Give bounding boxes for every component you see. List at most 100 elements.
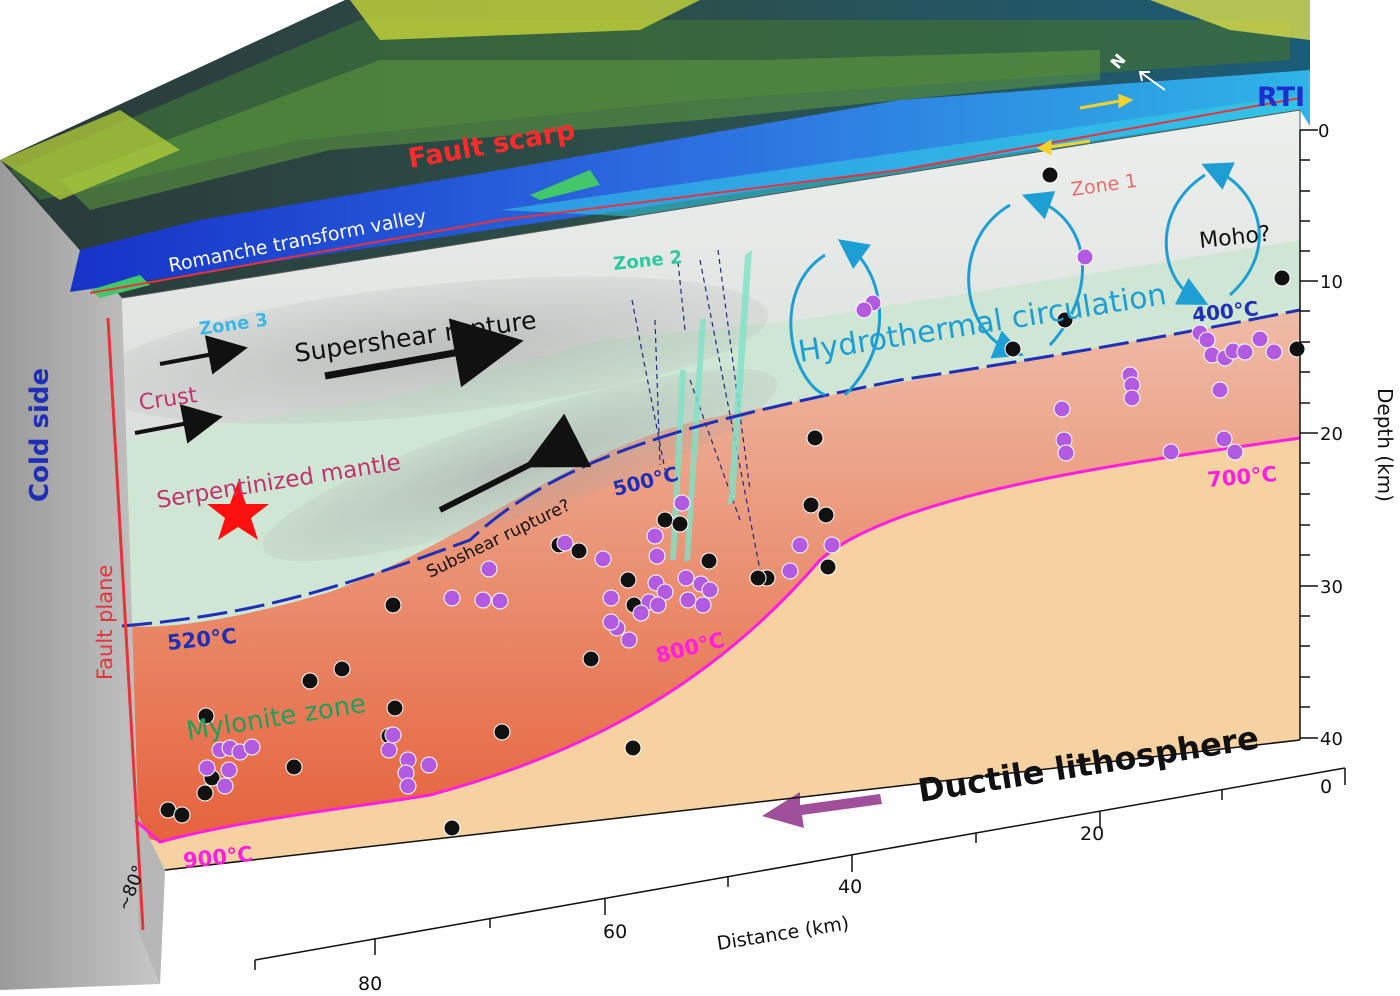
- hypocenter-purple: [673, 494, 691, 512]
- north-arrow-icon: [1138, 71, 1166, 91]
- hypocenter-black: [624, 739, 642, 757]
- subshear-zone: [262, 368, 778, 562]
- hypocenter-purple: [855, 301, 873, 319]
- depth-axis: [1299, 129, 1318, 740]
- hypocenter-black: [671, 515, 689, 533]
- hypocenter-purple: [679, 591, 697, 609]
- hypocenter-purple: [243, 738, 261, 756]
- fault-trace: [89, 97, 1301, 294]
- hypocenter-purple: [823, 536, 841, 554]
- hypocenter-purple: [216, 777, 234, 795]
- hypocenter-purple: [1162, 443, 1180, 461]
- distance-axis-label: Distance (km): [715, 912, 850, 955]
- zone2-faults: [631, 249, 761, 571]
- top-surface: [0, 0, 1310, 298]
- hypocenter-purple: [198, 759, 216, 777]
- supershear-arrow: [324, 318, 524, 388]
- isotherm-400-500-520: [121, 308, 1301, 628]
- hypocenter-purple: [694, 596, 712, 614]
- hypocenter-purple: [656, 583, 674, 601]
- hypocenter-purple: [443, 589, 461, 607]
- hypocenter-purple: [491, 592, 509, 610]
- fault-plane-label: Fault plane: [93, 565, 117, 680]
- hypocenter-purple: [632, 604, 650, 622]
- ductile-flow-arrow: [762, 792, 882, 828]
- hypocenter-black: [619, 571, 637, 589]
- earthquake-hypocenters: [159, 166, 1306, 837]
- top-motion-arrows: [1036, 93, 1134, 156]
- hypocenter-purple: [474, 591, 492, 609]
- hypocenter-purple: [380, 741, 398, 759]
- hypocenter-black: [817, 506, 835, 524]
- hypocenter-black: [197, 707, 215, 725]
- hypocenter-black: [1056, 311, 1074, 329]
- distance-tick-60: 60: [603, 921, 627, 943]
- hypocenter-black: [1273, 269, 1291, 287]
- isotherm-700-800-900: [134, 436, 1301, 844]
- fault-plane-line: [106, 317, 145, 931]
- hypocenter-purple: [384, 726, 402, 744]
- hypocenter-black: [173, 806, 191, 824]
- front-face: [122, 110, 1300, 870]
- hypocenter-black: [806, 429, 824, 447]
- distance-tick-40: 40: [838, 876, 862, 898]
- hypocenter-black: [443, 819, 461, 837]
- hypocenter-purple: [1123, 389, 1141, 407]
- hypocenter-purple: [220, 761, 238, 779]
- hypocenter-purple: [399, 777, 417, 795]
- hypocenter-black: [582, 650, 600, 668]
- hypocenter-purple: [1211, 381, 1229, 399]
- depth-tick-30: 30: [1320, 577, 1343, 598]
- hypocenter-purple: [1057, 444, 1075, 462]
- depth-tick-20: 20: [1320, 424, 1343, 445]
- hypocenter-purple: [1265, 343, 1283, 361]
- hypocenter-purple: [420, 756, 438, 774]
- hypocenter-purple: [1236, 343, 1254, 361]
- hypocenter-black: [196, 784, 214, 802]
- hypocenter-black: [285, 758, 303, 776]
- hypocenter-purple: [1076, 248, 1094, 266]
- depth-tick-0: 0: [1318, 121, 1329, 142]
- hypocenter-black: [493, 723, 511, 741]
- hypocenter-purple: [480, 560, 498, 578]
- hypocenter-black: [301, 672, 319, 690]
- hypocenter-purple: [1053, 400, 1071, 418]
- supershear-zone: [122, 276, 769, 424]
- distance-tick-20: 20: [1080, 823, 1104, 845]
- depth-axis-label: Depth (km): [1373, 388, 1397, 502]
- distance-tick-80: 80: [358, 973, 382, 991]
- hypocenter-purple: [648, 547, 666, 565]
- hypocenter-black: [570, 542, 588, 560]
- hypocenter-black: [819, 558, 837, 576]
- depth-tick-10: 10: [1320, 272, 1343, 293]
- distance-axis: [164, 739, 1346, 970]
- crust-arrow: [134, 404, 223, 444]
- hypocenter-black: [802, 496, 820, 514]
- rupture-arrows: [134, 318, 592, 513]
- hypocenter-purple: [649, 596, 667, 614]
- side-face-lower: [138, 815, 165, 984]
- hypocenter-purple: [602, 613, 620, 631]
- hypocenter-purple: [1198, 331, 1216, 349]
- zone3-arrow: [159, 335, 248, 375]
- cold-side-label: Cold side: [25, 368, 55, 502]
- hypocenter-black: [1004, 340, 1022, 358]
- hypocenter-purple: [791, 536, 809, 554]
- hypocenter-purple: [646, 527, 664, 545]
- hypocenter-purple: [677, 569, 695, 587]
- hypocenter-black: [386, 699, 404, 717]
- hypocenter-purple: [620, 631, 638, 649]
- subshear-arrow: [438, 413, 592, 513]
- hypocenter-black: [656, 511, 674, 529]
- hypocenter-black: [1288, 340, 1306, 358]
- hypocenter-purple: [1251, 330, 1269, 348]
- hypocenter-purple: [1226, 443, 1244, 461]
- side-face: [0, 160, 165, 990]
- hypocenter-black: [700, 552, 718, 570]
- hypocenter-purple: [1215, 430, 1233, 448]
- hypocenter-black: [384, 596, 402, 614]
- distance-tick-0: 0: [1320, 776, 1332, 798]
- hypocenter-black: [333, 660, 351, 678]
